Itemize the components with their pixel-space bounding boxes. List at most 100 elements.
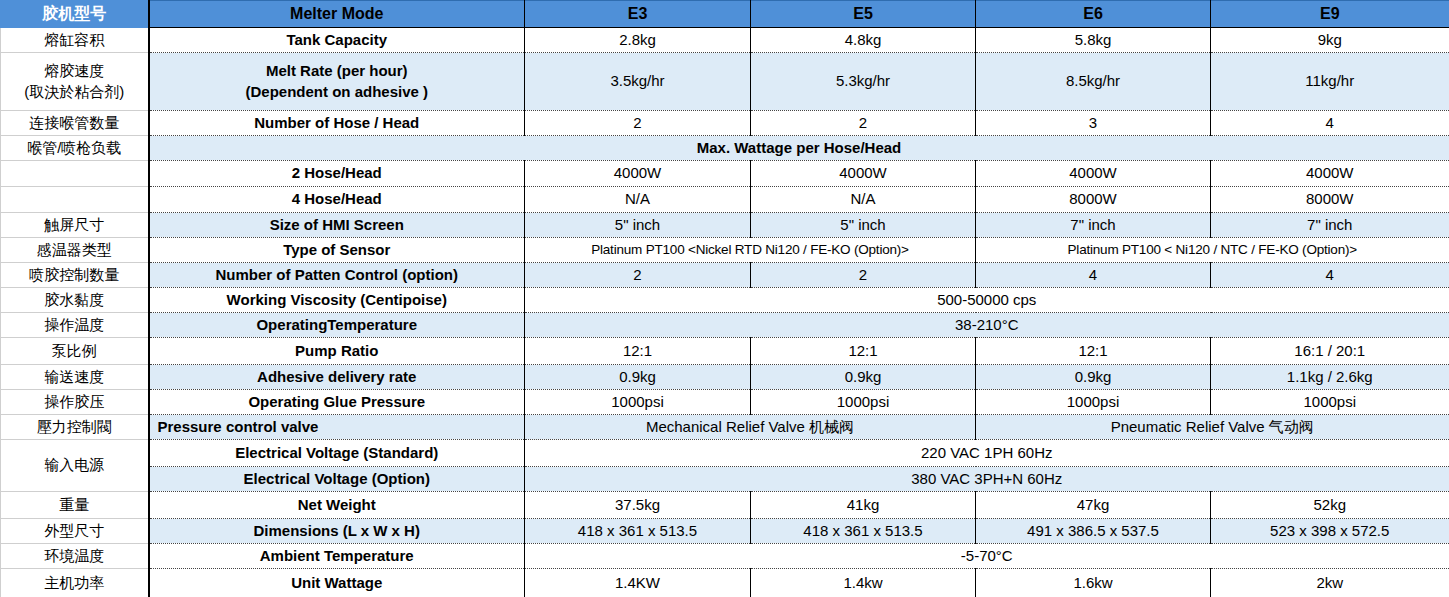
- tank-label-cn: 熔缸容积: [1, 28, 149, 53]
- melt-rate-label-en-line2: (Dependent on adhesive ): [153, 82, 522, 102]
- model-header-e6: E6: [976, 1, 1211, 28]
- tank-label-en: Tank Capacity: [149, 28, 525, 53]
- glue-pressure-value-e5: 1000psi: [751, 390, 976, 415]
- model-header-e5: E5: [751, 1, 976, 28]
- hose2-value-e9: 4000W: [1211, 161, 1449, 187]
- row-melt-rate: 熔胶速度 (取決於粘合剂) Melt Rate (per hour) (Depe…: [1, 53, 1449, 111]
- row-pressure-valve: 壓力控制閥 Pressure control valve Mechanical …: [1, 415, 1449, 440]
- glue-pressure-value-e3: 1000psi: [525, 390, 751, 415]
- tank-value-e5: 4.8kg: [751, 28, 976, 53]
- hose2-value-e5: 4000W: [751, 161, 976, 187]
- valve-value-e6-e9: Pneumatic Relief Valve 气动阀: [976, 415, 1449, 440]
- unit-wattage-value-e3: 1.4KW: [525, 569, 751, 597]
- dimensions-label-en: Dimensions (L x W x H): [149, 519, 525, 544]
- row-voltage-option: Electrical Voltage (Option) 380 VAC 3PH+…: [1, 467, 1449, 492]
- model-header-e3: E3: [525, 1, 751, 28]
- unit-wattage-label-en: Unit Wattage: [149, 569, 525, 597]
- melt-rate-label-cn-line1: 熔胶速度: [4, 61, 145, 81]
- melt-rate-value-e9: 11kg/hr: [1211, 53, 1449, 111]
- delivery-value-e3: 0.9kg: [525, 365, 751, 390]
- patten-value-e3: 2: [525, 263, 751, 288]
- viscosity-label-cn: 胶水黏度: [1, 288, 149, 313]
- viscosity-label-en: Working Viscosity (Centipoise): [149, 288, 525, 313]
- net-weight-value-e3: 37.5kg: [525, 492, 751, 519]
- hose-count-label-en: Number of Hose / Head: [149, 111, 525, 136]
- row-hmi-screen: 触屏尺寸 Size of HMI Screen 5" inch 5" inch …: [1, 213, 1449, 238]
- glue-pressure-value-e6: 1000psi: [976, 390, 1211, 415]
- row-dimensions: 外型尺寸 Dimensions (L x W x H) 418 x 361 x …: [1, 519, 1449, 544]
- delivery-label-cn: 输送速度: [1, 365, 149, 390]
- hose-count-value-e3: 2: [525, 111, 751, 136]
- op-temp-label-cn: 操作温度: [1, 313, 149, 338]
- patten-value-e6: 4: [976, 263, 1211, 288]
- hmi-value-e6: 7" inch: [976, 213, 1211, 238]
- melt-rate-label-en: Melt Rate (per hour) (Dependent on adhes…: [149, 53, 525, 111]
- row-viscosity: 胶水黏度 Working Viscosity (Centipoise) 500-…: [1, 288, 1449, 313]
- melt-rate-label-cn-line2: (取決於粘合剂): [4, 82, 145, 102]
- patten-label-cn: 喷胶控制数量: [1, 263, 149, 288]
- hmi-value-e3: 5" inch: [525, 213, 751, 238]
- hose4-label-en: 4 Hose/Head: [149, 187, 525, 213]
- ambient-label-cn: 环境温度: [1, 544, 149, 569]
- melt-rate-label-en-line1: Melt Rate (per hour): [153, 61, 522, 81]
- op-temp-value-all: 38-210°C: [525, 313, 1449, 338]
- row-hose-count: 连接喉管数量 Number of Hose / Head 2 2 3 4: [1, 111, 1449, 136]
- unit-wattage-value-e9: 2kw: [1211, 569, 1449, 597]
- dimensions-value-e6: 491 x 386.5 x 537.5: [976, 519, 1211, 544]
- ambient-value-all: -5-70°C: [525, 544, 1449, 569]
- row-net-weight: 重量 Net Weight 37.5kg 41kg 47kg 52kg: [1, 492, 1449, 519]
- hose4-label-cn-empty: [1, 187, 149, 213]
- dimensions-value-e9: 523 x 398 x 572.5: [1211, 519, 1449, 544]
- dimensions-value-e5: 418 x 361 x 513.5: [751, 519, 976, 544]
- patten-value-e5: 2: [751, 263, 976, 288]
- row-unit-wattage: 主机功率 Unit Wattage 1.4KW 1.4kw 1.6kw 2kw: [1, 569, 1449, 597]
- row-tank-capacity: 熔缸容积 Tank Capacity 2.8kg 4.8kg 5.8kg 9kg: [1, 28, 1449, 53]
- header-label-cn: 胶机型号: [1, 1, 149, 28]
- viscosity-value-all: 500-50000 cps: [525, 288, 1449, 313]
- volt-opt-label-en: Electrical Voltage (Option): [149, 467, 525, 492]
- pump-ratio-value-e3: 12:1: [525, 338, 751, 365]
- pump-ratio-label-cn: 泵比例: [1, 338, 149, 365]
- row-pump-ratio: 泵比例 Pump Ratio 12:1 12:1 12:1 16:1 / 20:…: [1, 338, 1449, 365]
- tank-value-e3: 2.8kg: [525, 28, 751, 53]
- header-melter-mode: Melter Mode: [149, 1, 525, 28]
- row-patten-control: 喷胶控制数量 Number of Patten Control (option)…: [1, 263, 1449, 288]
- delivery-value-e9: 1.1kg / 2.6kg: [1211, 365, 1449, 390]
- delivery-value-e5: 0.9kg: [751, 365, 976, 390]
- valve-label-en: Pressure control valve: [149, 415, 525, 440]
- valve-label-cn: 壓力控制閥: [1, 415, 149, 440]
- spec-sheet: 胶机型号 Melter Mode E3 E5 E6 E9 熔缸容积 Tank C…: [0, 0, 1449, 597]
- volt-std-label-en: Electrical Voltage (Standard): [149, 440, 525, 467]
- glue-pressure-value-e9: 1000psi: [1211, 390, 1449, 415]
- header-row: 胶机型号 Melter Mode E3 E5 E6 E9: [1, 1, 1449, 28]
- tank-value-e6: 5.8kg: [976, 28, 1211, 53]
- model-header-e9: E9: [1211, 1, 1449, 28]
- patten-label-en: Number of Patten Control (option): [149, 263, 525, 288]
- op-temp-label-en: OperatingTemperature: [149, 313, 525, 338]
- row-adhesive-delivery: 输送速度 Adhesive delivery rate 0.9kg 0.9kg …: [1, 365, 1449, 390]
- hose2-value-e6: 4000W: [976, 161, 1211, 187]
- net-weight-label-cn: 重量: [1, 492, 149, 519]
- hose4-value-e6: 8000W: [976, 187, 1211, 213]
- volt-opt-value-all: 380 VAC 3PH+N 60Hz: [525, 467, 1449, 492]
- sensor-label-en: Type of Sensor: [149, 238, 525, 263]
- melt-rate-value-e3: 3.5kg/hr: [525, 53, 751, 111]
- delivery-label-en: Adhesive delivery rate: [149, 365, 525, 390]
- net-weight-label-en: Net Weight: [149, 492, 525, 519]
- hose4-value-e5: N/A: [751, 187, 976, 213]
- max-wattage-title: Max. Wattage per Hose/Head: [149, 136, 1449, 161]
- net-weight-value-e9: 52kg: [1211, 492, 1449, 519]
- hose-count-value-e6: 3: [976, 111, 1211, 136]
- melter-spec-table: 胶机型号 Melter Mode E3 E5 E6 E9 熔缸容积 Tank C…: [0, 0, 1449, 597]
- pump-ratio-value-e6: 12:1: [976, 338, 1211, 365]
- max-wattage-label-cn: 喉管/喷枪负载: [1, 136, 149, 161]
- glue-pressure-label-cn: 操作胶压: [1, 390, 149, 415]
- valve-value-e3-e5: Mechanical Relief Valve 机械阀: [525, 415, 976, 440]
- row-sensor-type: 感温器类型 Type of Sensor Platinum PT100 <Nic…: [1, 238, 1449, 263]
- patten-value-e9: 4: [1211, 263, 1449, 288]
- hmi-label-cn: 触屏尺寸: [1, 213, 149, 238]
- row-voltage-standard: 输入电源 Electrical Voltage (Standard) 220 V…: [1, 440, 1449, 467]
- hose-count-label-cn: 连接喉管数量: [1, 111, 149, 136]
- hose2-value-e3: 4000W: [525, 161, 751, 187]
- delivery-value-e6: 0.9kg: [976, 365, 1211, 390]
